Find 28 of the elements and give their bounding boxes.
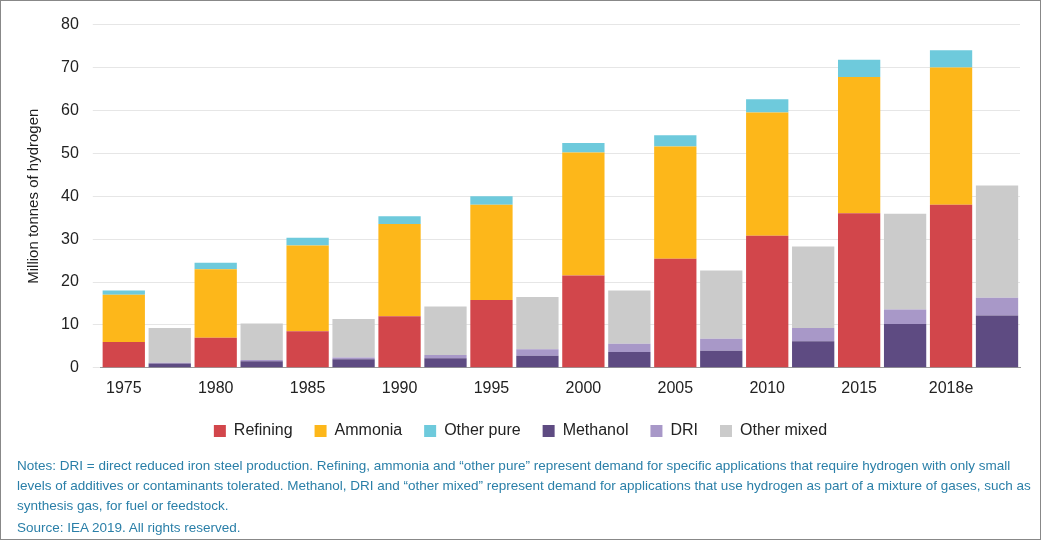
y-tick-label: 80 <box>61 15 79 33</box>
x-tick-label: 2000 <box>565 378 602 396</box>
y-tick-label: 10 <box>61 315 79 333</box>
x-tick-label: 2015 <box>841 378 878 396</box>
legend-label: Refining <box>233 421 293 439</box>
x-tick-label: 1990 <box>381 378 418 396</box>
x-tick-label: 2010 <box>749 378 786 396</box>
y-tick-label: 20 <box>61 272 79 290</box>
y-tick-label: 40 <box>61 186 79 204</box>
x-tick-label: 1980 <box>197 378 234 396</box>
text: Notes: DRI = direct reduced iron steel production. Refining, ammonia and “other pure” represent demand for specific applications that require hydrogen with only small levels of additives or contaminants tolerated. Methanol, DRI and “other mixed” represent demand for applications that use hydrogen as part of a mixture of gases, such as synthesis gas, for fuel or feedstock. <box>17 457 1032 515</box>
y-tick-label: 50 <box>61 143 79 161</box>
source-note: Source: IEA 2019. All rights reserved. <box>17 519 242 537</box>
y-tick-label: 30 <box>61 229 79 247</box>
x-tick-label: 2018e <box>928 378 974 396</box>
x-tick-label: 1995 <box>473 378 510 396</box>
x-tick-label: 1975 <box>105 378 142 396</box>
legend-label: Other pure <box>444 421 521 439</box>
x-tick-label: 1985 <box>289 378 326 396</box>
legend-label: DRI <box>670 421 699 439</box>
y-tick-label: 70 <box>61 57 79 75</box>
legend-label: Other mixed <box>740 421 828 439</box>
legend-label: Methanol <box>562 421 629 439</box>
y-axis-title: Million tonnes of hydrogen <box>24 108 42 284</box>
legend-label: Ammonia <box>334 421 403 439</box>
y-tick-label: 0 <box>69 358 79 376</box>
y-tick-label: 60 <box>61 100 79 118</box>
x-tick-label: 2005 <box>657 378 694 396</box>
